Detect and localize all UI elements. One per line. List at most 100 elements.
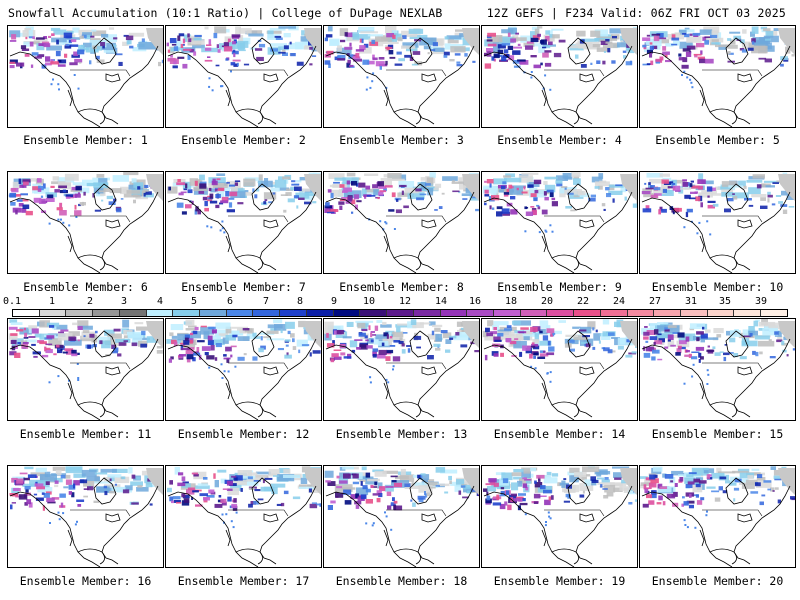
us-canada-border — [70, 509, 131, 517]
coastlines — [9, 183, 159, 273]
map-canvas — [641, 319, 795, 420]
ensemble-member-map — [639, 171, 796, 274]
us-canada-border — [228, 362, 289, 370]
colorbar-swatch — [600, 310, 628, 316]
snowfall-field — [9, 26, 163, 91]
coastlines — [325, 477, 475, 567]
map-canvas — [167, 172, 321, 273]
us-canada-border — [702, 215, 763, 223]
colorbar-tick-label: 5 — [190, 296, 198, 307]
ensemble-member-map — [323, 171, 480, 274]
coastlines — [483, 330, 633, 420]
colorbar-swatch — [574, 310, 601, 316]
ensemble-member-label: Ensemble Member: 4 — [497, 133, 622, 147]
map-canvas — [483, 466, 637, 567]
snowfall-field — [166, 319, 321, 379]
colorbar-tick-label: 35 — [718, 296, 732, 307]
map-canvas — [9, 26, 163, 127]
us-canada-border — [70, 69, 131, 77]
map-canvas — [640, 466, 795, 567]
snowfall-field — [8, 319, 163, 384]
coastlines — [167, 37, 317, 127]
colorbar-tick-label: 4 — [156, 296, 164, 307]
colorbar-tick-label: 0.1 — [2, 296, 22, 307]
colorbar-tick-label: 3 — [120, 296, 128, 307]
us-canada-border — [386, 69, 447, 77]
ensemble-member-map — [323, 25, 480, 128]
ensemble-member-map — [165, 465, 322, 568]
map-canvas — [167, 466, 321, 567]
colorbar-tick-label: 10 — [362, 296, 376, 307]
coastlines — [325, 330, 475, 420]
coastlines — [9, 37, 159, 127]
coastlines — [641, 37, 791, 127]
ensemble-member-label: Ensemble Member: 18 — [335, 574, 468, 588]
ensemble-member-label: Ensemble Member: 16 — [19, 574, 152, 588]
colorbar-swatch — [93, 310, 120, 316]
us-canada-border — [228, 215, 289, 223]
coastlines — [167, 477, 317, 567]
us-canada-border — [70, 362, 131, 370]
coastlines — [9, 477, 159, 567]
ensemble-member-map — [7, 465, 164, 568]
ensemble-member-label: Ensemble Member: 11 — [19, 427, 152, 441]
ensemble-member-label: Ensemble Member: 6 — [23, 280, 148, 294]
ensemble-member-map — [165, 25, 322, 128]
map-canvas — [8, 172, 163, 273]
snowfall-field — [641, 319, 795, 385]
colorbar-swatch — [467, 310, 494, 316]
us-canada-border — [386, 509, 447, 517]
us-canada-border — [702, 69, 763, 77]
ensemble-member-map — [165, 171, 322, 274]
colorbar-tick-label: 8 — [296, 296, 304, 307]
snowfall-field — [483, 172, 637, 234]
ensemble-member-label: Ensemble Member: 2 — [181, 133, 306, 147]
ensemble-member-map — [639, 318, 796, 421]
colorbar-swatch — [734, 310, 762, 316]
colorbar-swatch — [440, 310, 468, 316]
snowfall-field — [482, 319, 637, 383]
coastlines — [641, 330, 791, 420]
map-canvas — [324, 319, 479, 420]
map-canvas — [9, 466, 163, 567]
colorbar-tick-label: 2 — [86, 296, 94, 307]
map-canvas — [324, 172, 479, 273]
colorbar-swatch — [654, 310, 681, 316]
ensemble-member-label: Ensemble Member: 1 — [23, 133, 148, 147]
us-canada-border — [70, 215, 131, 223]
ensemble-member-map — [481, 171, 638, 274]
ensemble-member-label: Ensemble Member: 17 — [177, 574, 310, 588]
colorbar-swatch — [226, 310, 254, 316]
coastlines — [483, 37, 633, 127]
colorbar-tick-label: 14 — [434, 296, 448, 307]
colorbar-tick-label: 20 — [540, 296, 554, 307]
colorbar-tick-label: 12 — [398, 296, 412, 307]
us-canada-border — [228, 509, 289, 517]
colorbar-tick-label: 39 — [754, 296, 768, 307]
ensemble-member-map — [7, 318, 164, 421]
colorbar-tick-label: 24 — [612, 296, 626, 307]
ensemble-member-label: Ensemble Member: 10 — [651, 280, 784, 294]
map-canvas — [483, 26, 637, 127]
us-canada-border — [544, 215, 605, 223]
colorbar-swatch — [146, 310, 174, 316]
us-canada-border — [544, 362, 605, 370]
colorbar-tick-label: 16 — [468, 296, 482, 307]
coastlines — [483, 183, 633, 273]
colorbar-swatch — [520, 310, 548, 316]
ensemble-member-map — [481, 25, 638, 128]
colorbar-swatch — [547, 310, 575, 316]
coastlines — [9, 330, 159, 420]
colorbar-swatch — [306, 310, 334, 316]
ensemble-member-label: Ensemble Member: 20 — [651, 574, 784, 588]
map-title: Snowfall Accumulation (10:1 Ratio) | Col… — [8, 6, 443, 20]
coastlines — [325, 37, 475, 127]
ensemble-member-map — [481, 318, 638, 421]
colorbar-swatch — [761, 310, 787, 316]
model-valid-time: 12Z GEFS | F234 Valid: 06Z FRI OCT 03 20… — [486, 6, 786, 20]
ensemble-member-label: Ensemble Member: 12 — [177, 427, 310, 441]
snowfall-field — [641, 172, 795, 236]
colorbar-swatch — [39, 310, 67, 316]
colorbar-swatch — [413, 310, 441, 316]
ensemble-member-label: Ensemble Member: 3 — [339, 133, 464, 147]
